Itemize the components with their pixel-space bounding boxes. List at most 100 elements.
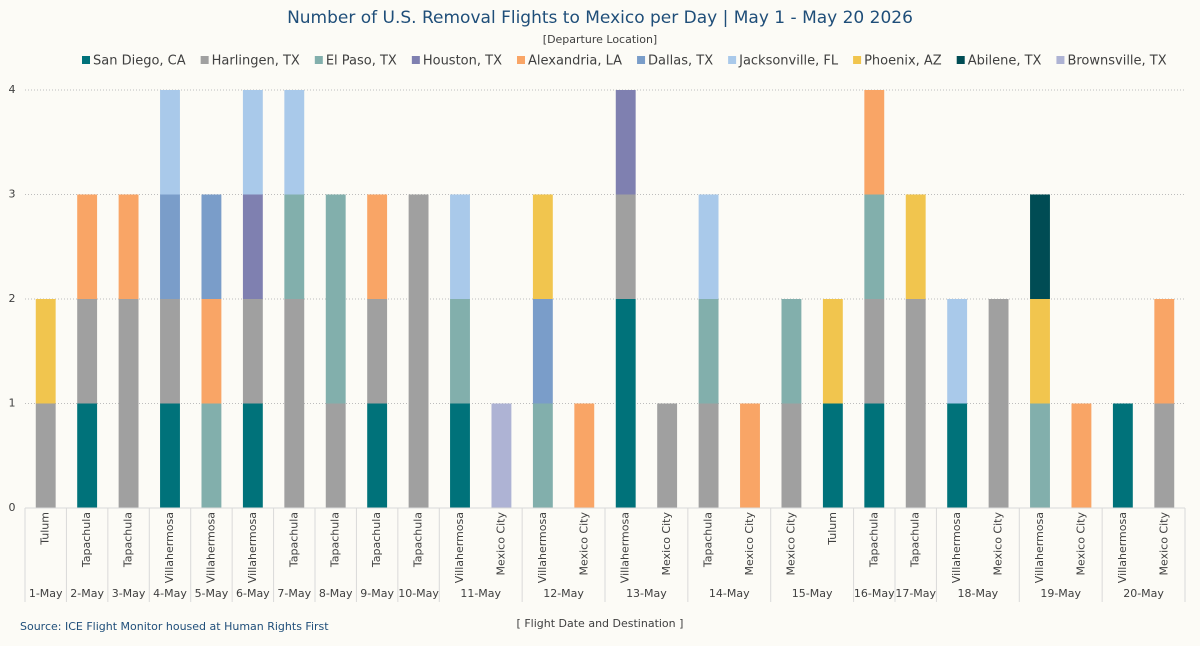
- bar-segment: [201, 299, 222, 404]
- group-label: 14-May: [709, 587, 750, 600]
- bar-segment: [698, 194, 719, 299]
- bar-segment: [615, 299, 636, 508]
- legend-swatch: [728, 56, 737, 64]
- group-label: 18-May: [957, 587, 998, 600]
- bar-segment: [574, 403, 595, 508]
- bar-segment: [1030, 299, 1050, 404]
- legend-label: Brownsville, TX: [1067, 54, 1166, 69]
- bar-segment: [822, 403, 843, 508]
- bar-segment: [77, 194, 98, 299]
- bar-segment: [367, 194, 388, 299]
- bar-segment: [284, 299, 305, 508]
- chart-subtitle: [Departure Location]: [543, 33, 657, 46]
- x-tick-label: Mexico City: [1157, 512, 1170, 576]
- bar-segment: [367, 403, 388, 508]
- x-tick-label: Mexico City: [992, 512, 1005, 576]
- x-tick-label: Tapachula: [702, 512, 715, 568]
- legend-swatch: [411, 56, 420, 64]
- group-label: 10-May: [398, 587, 439, 600]
- y-tick-label: 1: [9, 397, 16, 410]
- x-tick-label: Villahermosa: [204, 512, 217, 583]
- legend-swatch: [1056, 56, 1065, 64]
- bar-segment: [698, 403, 719, 508]
- bar-segment: [325, 194, 346, 404]
- bar-segment: [367, 299, 388, 404]
- bar-segment: [1030, 194, 1050, 299]
- bar-segment: [160, 299, 180, 404]
- bar-segment: [864, 90, 885, 195]
- bar-segment: [1071, 403, 1092, 508]
- bar-segment: [1030, 403, 1050, 508]
- x-tick-label: Tapachula: [370, 512, 383, 568]
- bar-segment: [1154, 299, 1175, 404]
- bar-segment: [160, 403, 180, 508]
- source-note: Source: ICE Flight Monitor housed at Hum…: [20, 620, 329, 633]
- group-label: 13-May: [626, 587, 667, 600]
- bar-segment: [201, 194, 222, 299]
- legend-label: Harlingen, TX: [212, 54, 300, 69]
- x-tick-label: Tapachula: [412, 512, 425, 568]
- group-label: 2-May: [70, 587, 104, 600]
- bar-segment: [657, 403, 678, 508]
- bar-segment: [77, 403, 98, 508]
- group-label: 12-May: [543, 587, 584, 600]
- x-tick-label: Tulum: [39, 512, 52, 546]
- bar-segment: [615, 194, 636, 299]
- x-tick-label: Villahermosa: [163, 512, 176, 583]
- legend-swatch: [200, 56, 209, 64]
- y-tick-label: 2: [9, 292, 16, 305]
- bar-segment: [450, 194, 470, 299]
- x-axis-title: [ Flight Date and Destination ]: [517, 617, 684, 630]
- group-label: 7-May: [277, 587, 311, 600]
- x-tick-label: Villahermosa: [619, 512, 632, 583]
- bar-segment: [781, 403, 802, 508]
- bar-segment: [408, 194, 429, 508]
- bar-segment: [864, 403, 885, 508]
- legend-label: Abilene, TX: [968, 54, 1042, 69]
- bar-segment: [532, 403, 553, 508]
- legend-swatch: [314, 56, 323, 64]
- x-tick-label: Mexico City: [784, 512, 797, 576]
- x-tick-label: Villahermosa: [1116, 512, 1129, 583]
- x-tick-label: Villahermosa: [246, 512, 259, 583]
- legend-label: Houston, TX: [423, 54, 502, 69]
- legend-swatch: [956, 56, 965, 64]
- bar-segment: [740, 403, 760, 508]
- x-tick-label: Tapachula: [287, 512, 300, 568]
- group-label: 20-May: [1123, 587, 1164, 600]
- x-tick-label: Tapachula: [909, 512, 922, 568]
- group-label: 9-May: [360, 587, 394, 600]
- bar-segment: [698, 299, 719, 404]
- group-label: 8-May: [319, 587, 353, 600]
- legend-label: Jacksonville, FL: [738, 54, 839, 69]
- legend-swatch: [517, 56, 525, 64]
- legend-label: Alexandria, LA: [528, 54, 622, 69]
- y-tick-label: 0: [9, 501, 16, 514]
- group-label: 16-May: [854, 587, 895, 600]
- bar-segment: [864, 299, 885, 404]
- bar-segment: [781, 299, 802, 404]
- bar-segment: [242, 194, 263, 299]
- bar-segment: [532, 299, 553, 404]
- bar-segment: [532, 194, 553, 299]
- x-tick-label: Villahermosa: [950, 512, 963, 583]
- x-tick-label: Mexico City: [577, 512, 590, 576]
- bar-segment: [201, 403, 222, 508]
- group-label: 6-May: [236, 587, 270, 600]
- y-tick-label: 4: [9, 83, 16, 96]
- bar-segment: [242, 403, 263, 508]
- group-label: 17-May: [895, 587, 936, 600]
- bar-segment: [491, 403, 512, 508]
- legend-label: San Diego, CA: [93, 54, 186, 69]
- x-tick-label: Mexico City: [494, 512, 507, 576]
- group-label: 4-May: [153, 587, 187, 600]
- x-tick-label: Villahermosa: [536, 512, 549, 583]
- x-tick-label: Tapachula: [80, 512, 93, 568]
- bar-segment: [284, 194, 305, 299]
- bar-segment: [1154, 403, 1175, 508]
- x-tick-label: Mexico City: [660, 512, 673, 576]
- chart-title: Number of U.S. Removal Flights to Mexico…: [287, 8, 913, 28]
- x-tick-label: Mexico City: [743, 512, 756, 576]
- group-label: 11-May: [460, 587, 501, 600]
- bar-segment: [988, 299, 1009, 508]
